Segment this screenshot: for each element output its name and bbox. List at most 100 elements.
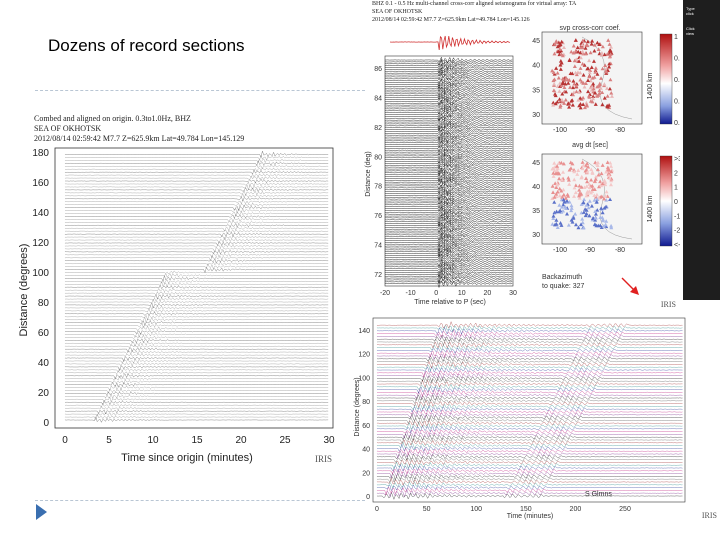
map-top-station	[602, 82, 607, 86]
map-bot-station	[585, 161, 590, 166]
map-bot-station	[609, 169, 614, 174]
map-top-station	[551, 88, 556, 93]
left-x-tick-label: 0	[62, 435, 68, 446]
map-top-station	[595, 40, 600, 45]
map-top-station	[572, 81, 577, 86]
tr-x-label: Time relative to P (sec)	[414, 299, 486, 306]
tr-trace	[384, 263, 513, 271]
map-bot-station	[572, 177, 577, 182]
map-bot-station	[593, 216, 598, 220]
left-trace	[64, 305, 329, 311]
tr-y-tick-label: 82	[374, 125, 382, 132]
map-top-ticks: 45 40 35 30 -100 -90 -80	[532, 38, 625, 134]
map-bot-cb-tick-label: 1	[674, 185, 678, 192]
tr-y-label: Distance (deg)	[365, 151, 372, 197]
left-trace	[64, 214, 329, 219]
map-bot-station	[587, 189, 592, 193]
left-trace	[64, 338, 329, 344]
map-bot-station	[566, 175, 571, 180]
map-bot-station	[592, 222, 597, 227]
map-top-station	[581, 73, 586, 77]
map-top-station	[592, 43, 597, 47]
map-bot-station	[587, 185, 592, 189]
map-bot-station	[557, 203, 562, 207]
map-bot-station	[595, 160, 600, 165]
map-bot-station	[587, 213, 592, 218]
map-bot-station	[572, 185, 577, 190]
map-top-station	[582, 105, 587, 110]
tr-trace	[384, 230, 513, 237]
left-trace	[64, 187, 329, 193]
tr-trace	[384, 253, 513, 260]
bottom-divider	[35, 500, 365, 501]
left-trace	[64, 298, 329, 305]
map-bot-station	[586, 205, 591, 210]
tr-trace	[384, 121, 513, 129]
left-trace	[64, 258, 329, 264]
tr-trace	[384, 200, 513, 206]
map-top-station	[607, 61, 612, 66]
map-bottom-scale: 1400 km	[647, 195, 654, 222]
tr-trace	[384, 248, 513, 257]
map-top-coastline	[581, 36, 633, 120]
left-trace	[64, 164, 329, 170]
map-top-station	[551, 103, 556, 107]
map-bot-station	[600, 181, 605, 186]
map-bottom-colorbar-ticks: >3 2 1 0 -1 -2 <-3	[674, 156, 680, 249]
map-bot-x-tick-label: -90	[585, 247, 595, 254]
tr-trace	[384, 133, 513, 141]
map-top-station	[556, 75, 561, 80]
tr-trace	[384, 256, 513, 262]
map-top-station	[581, 95, 586, 100]
map-top-station	[556, 49, 561, 54]
left-y-tick-label: 180	[32, 148, 49, 159]
map-bot-station	[580, 160, 585, 164]
map-top-station	[593, 102, 598, 106]
tr-trace	[384, 244, 513, 252]
triangle-bullet-icon	[36, 504, 47, 520]
tr-x-tick-label: 0	[434, 290, 438, 297]
map-bot-coastline	[581, 158, 633, 240]
map-bot-station	[585, 191, 590, 196]
map-bot-station	[609, 223, 614, 228]
tr-y-tick-label: 72	[374, 272, 382, 279]
br-x-tick-label: 50	[423, 506, 431, 513]
map-top-station	[552, 42, 557, 46]
map-top-station	[602, 52, 607, 57]
map-bot-station	[609, 164, 614, 168]
map-top-station	[593, 70, 598, 74]
left-trace	[64, 275, 329, 282]
left-trace	[64, 204, 329, 212]
tr-trace	[384, 269, 513, 277]
br-x-ticks: 0 50 100 150 200 250	[375, 506, 631, 513]
br-iris-logo: IRIS	[702, 511, 717, 520]
map-top-station	[573, 49, 578, 53]
map-top-station	[578, 96, 583, 100]
map-top-station	[605, 52, 610, 56]
left-header-line3: 2012/08/14 02:59:42 M7.7 Z=625.9km Lat=4…	[34, 134, 245, 143]
br-trace	[376, 491, 683, 500]
map-bot-station	[601, 224, 606, 228]
map-top-station	[560, 76, 565, 81]
left-trace	[64, 236, 329, 244]
map-bottom-body	[550, 158, 633, 240]
map-top-station	[578, 77, 583, 82]
left-trace	[64, 279, 329, 285]
left-trace	[64, 393, 329, 400]
map-bot-station	[581, 225, 586, 230]
tr-trace	[384, 206, 513, 212]
tr-trace	[384, 166, 513, 173]
br-trace	[377, 326, 683, 335]
map-top-station	[559, 39, 564, 44]
map-top-title: svp cross-corr coef.	[559, 25, 620, 32]
br-trace	[376, 412, 683, 422]
map-top-cb-tick-label: 0.8	[674, 77, 680, 84]
tr-trace	[384, 89, 513, 96]
tr-y-tick-label: 76	[374, 213, 382, 220]
map-top-station	[560, 97, 565, 102]
map-bot-station	[561, 197, 566, 202]
map-top-station	[598, 86, 603, 90]
map-bot-station	[605, 165, 610, 170]
map-bot-station	[607, 167, 612, 172]
map-bot-station	[555, 225, 560, 229]
